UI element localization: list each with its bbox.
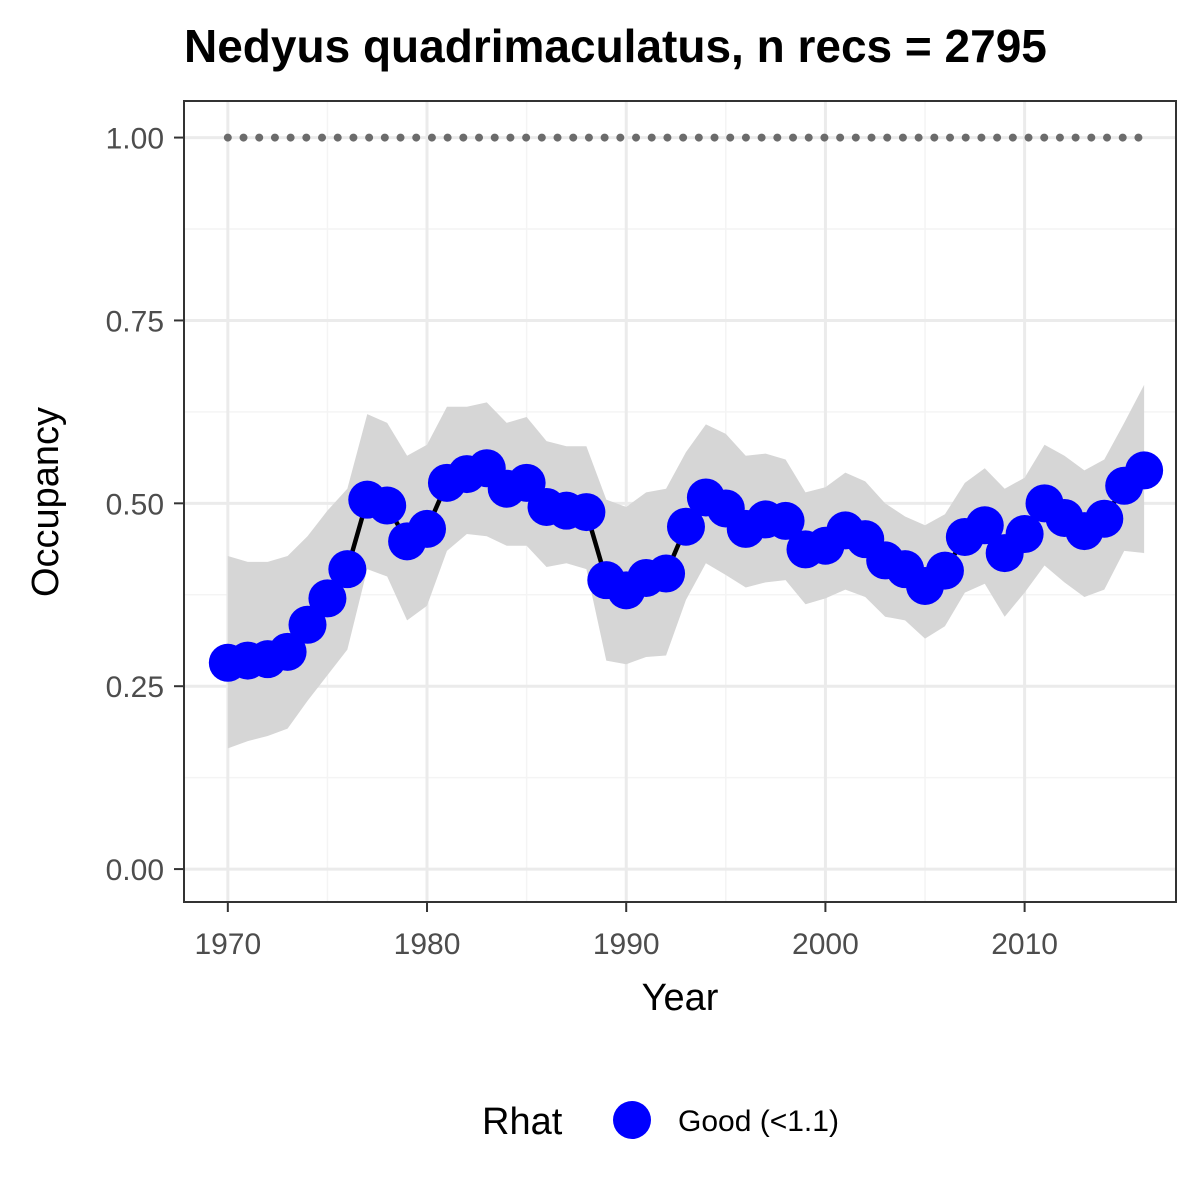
x-axis: 1970 1980 1990 2000 2010 bbox=[194, 902, 1058, 961]
data-point bbox=[567, 493, 606, 532]
data-point bbox=[766, 501, 805, 540]
y-tick-label: 0.75 bbox=[106, 305, 164, 338]
data-point bbox=[268, 632, 307, 671]
y-axis-title: Occupancy bbox=[25, 407, 67, 597]
y-tick-label: 0.50 bbox=[106, 488, 164, 521]
data-point bbox=[666, 507, 705, 546]
y-axis: 0.00 0.25 0.50 0.75 1.00 bbox=[106, 123, 184, 887]
data-point bbox=[647, 554, 686, 593]
data-point bbox=[408, 509, 447, 548]
y-tick-label: 0.00 bbox=[106, 854, 164, 887]
data-point bbox=[288, 605, 327, 644]
data-point bbox=[1085, 499, 1124, 538]
data-point bbox=[925, 551, 964, 590]
y-tick-label: 1.00 bbox=[106, 123, 164, 156]
data-points-layer bbox=[208, 449, 1164, 682]
legend-key-good-rhat bbox=[613, 1101, 651, 1139]
legend: Rhat Good (<1.1) bbox=[482, 1101, 839, 1143]
x-tick-label: 1970 bbox=[194, 928, 261, 961]
data-point bbox=[328, 550, 367, 589]
y-tick-label: 0.25 bbox=[106, 671, 164, 704]
panel-border bbox=[183, 100, 1177, 903]
x-tick-label: 1990 bbox=[593, 928, 660, 961]
legend-label-good-rhat: Good (<1.1) bbox=[678, 1105, 839, 1138]
data-point bbox=[1005, 515, 1044, 554]
x-tick-label: 2000 bbox=[792, 928, 859, 961]
x-tick-label: 2010 bbox=[991, 928, 1058, 961]
x-axis-title: Year bbox=[642, 977, 719, 1019]
legend-title: Rhat bbox=[482, 1101, 563, 1143]
data-point bbox=[308, 579, 347, 618]
data-point bbox=[1125, 451, 1164, 490]
chart-title: Nedyus quadrimaculatus, n recs = 2795 bbox=[184, 20, 1047, 72]
data-point bbox=[368, 486, 407, 525]
x-tick-label: 1980 bbox=[394, 928, 461, 961]
data-point bbox=[965, 506, 1004, 545]
